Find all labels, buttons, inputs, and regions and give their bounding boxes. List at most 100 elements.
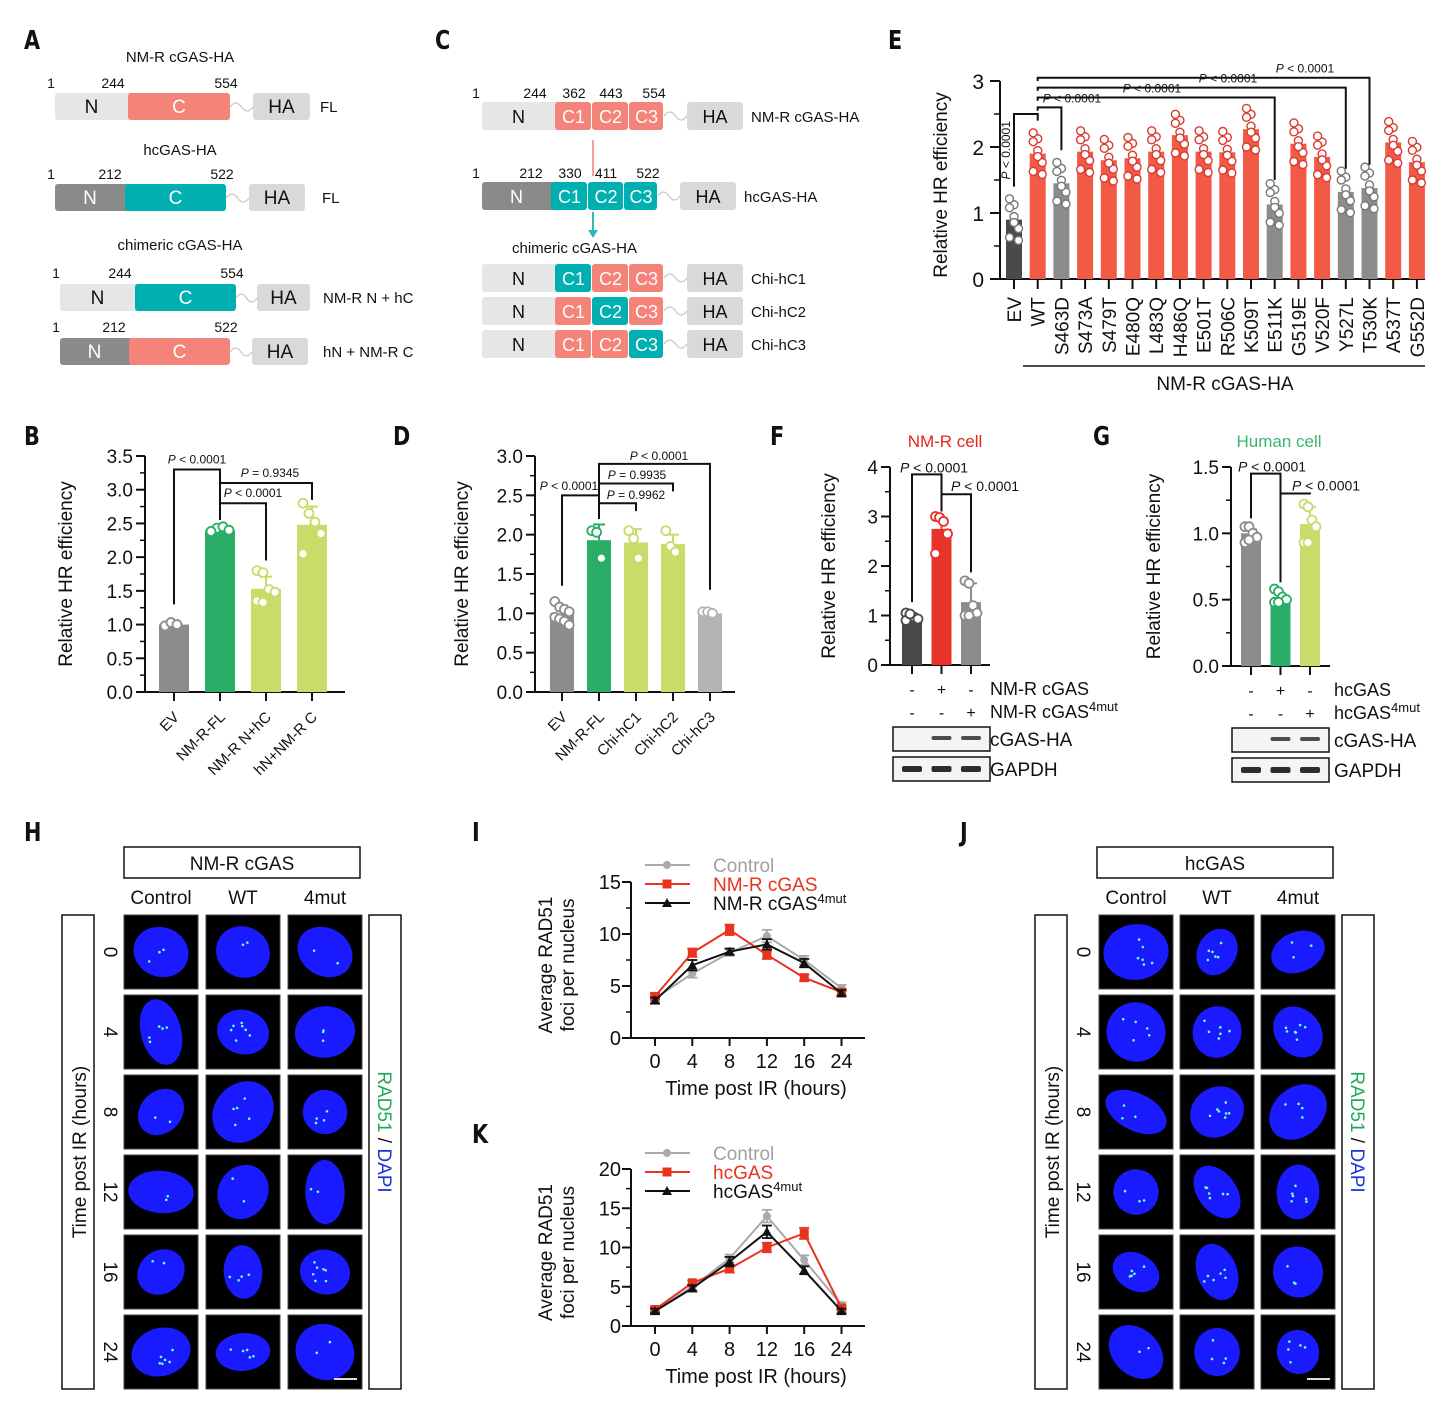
panel-label-k: K [472, 1120, 489, 1150]
nucleus [294, 1006, 356, 1058]
y-tick-label: 0 [610, 1316, 621, 1338]
data-point [1037, 169, 1047, 180]
y-axis-label: Relative HR efficiency [1144, 473, 1165, 659]
y-tick-label: 0.0 [1193, 657, 1219, 678]
legend-label: hcGAS [713, 1163, 773, 1184]
data-point [1407, 136, 1418, 147]
data-point [1392, 158, 1403, 168]
rad51-focus [1219, 941, 1223, 945]
data-point [1383, 155, 1394, 165]
p-value-label: P = 0.9345 [241, 466, 300, 480]
data-point [1108, 176, 1119, 186]
nucleus [1106, 1002, 1166, 1062]
rad51-focus [1210, 1357, 1214, 1361]
data-point [1146, 126, 1157, 136]
rad51-focus [1219, 1272, 1222, 1275]
data-point [1369, 204, 1379, 214]
column-header: 4mut [304, 888, 347, 909]
data-point [1127, 156, 1138, 166]
rad51-focus [315, 1351, 319, 1355]
data-point [1336, 166, 1347, 176]
data-point [1151, 149, 1161, 160]
rad51-focus [240, 1024, 244, 1028]
c-subdomain-box [592, 102, 628, 130]
rad51-focus [315, 1117, 319, 1120]
bar [931, 528, 952, 665]
construct-title: NM-R cGAS-HA [126, 49, 234, 66]
panel-g-bar-chart: 0.0 0.5 1.0 1.5 Relative HR efficiency Human … [1144, 432, 1420, 783]
data-point [171, 619, 183, 630]
rad51-focus [158, 1361, 162, 1365]
nucleus [139, 999, 183, 1065]
data-point [942, 528, 953, 540]
marker-triangle [662, 1186, 672, 1195]
marker-circle [762, 932, 771, 941]
rad51-focus [1227, 1111, 1231, 1115]
rad51-focus [1212, 1278, 1215, 1282]
data-point [1360, 201, 1370, 211]
rad51-focus [151, 1259, 154, 1263]
data-point [297, 497, 309, 509]
series-line [654, 928, 842, 998]
p-value-label: P < 0.0001 [999, 121, 1013, 180]
bar [1385, 142, 1402, 279]
rad51-focus [1290, 1192, 1294, 1195]
data-point [1289, 118, 1299, 128]
rad51-focus [1130, 1274, 1133, 1278]
n-domain-box [55, 184, 129, 211]
data-point [1132, 174, 1142, 184]
ha-label: HA [270, 288, 297, 309]
rad51-focus [248, 1356, 252, 1359]
bar [587, 540, 611, 692]
rad51-focus [1219, 1032, 1222, 1036]
row-axis-box [1034, 914, 1068, 1390]
data-point [1009, 217, 1019, 228]
condition-sign: - [1278, 706, 1283, 723]
p-value-label: P < 0.0001 [900, 459, 968, 475]
y-tick-label: 0.0 [497, 683, 523, 704]
data-point [930, 548, 941, 560]
marker-square [687, 1278, 697, 1288]
rad51-focus [1286, 1264, 1289, 1268]
x-tick-label: R506C [1218, 297, 1239, 356]
rad51-focus [229, 1028, 233, 1032]
nucleus [1112, 1251, 1160, 1293]
c-subdomain-label: C1 [562, 107, 585, 127]
y-tick-label: 3.5 [107, 447, 133, 468]
y-tick-label: 0 [867, 656, 878, 677]
nucleus [305, 1159, 345, 1225]
series-line [654, 1230, 843, 1312]
column-header: 4mut [1277, 888, 1320, 909]
bar [1195, 151, 1212, 279]
y-tick-label: 0 [972, 269, 984, 292]
marker-triangle [761, 1226, 772, 1236]
rad51-focus [1294, 1184, 1297, 1188]
data-point [1312, 140, 1323, 150]
data-point [257, 567, 269, 579]
series-line [654, 943, 843, 1002]
p-value-label: P = 0.9935 [608, 468, 667, 482]
y-tick-label: 1.5 [1193, 458, 1219, 479]
rad51-focus [325, 1110, 329, 1113]
ha-label: HA [702, 335, 727, 355]
rad51-focus [1289, 1360, 1292, 1364]
data-point [1360, 171, 1370, 181]
data-point [670, 546, 681, 558]
marker-circle [663, 1149, 671, 1157]
y-tick-label: 3.0 [107, 481, 133, 502]
data-point [223, 524, 235, 536]
marker-square [687, 948, 697, 958]
data-point [1250, 145, 1261, 155]
x-tick-label: E501T [1195, 297, 1216, 353]
y-tick-label: 15 [599, 1198, 621, 1220]
rad51-focus [309, 1187, 313, 1191]
data-point [1084, 167, 1095, 178]
condition-label: hcGAS [1334, 680, 1391, 700]
panel-label-e: E [888, 26, 903, 56]
nucleus [137, 1088, 185, 1136]
y-tick-label: 3.0 [497, 447, 523, 468]
condition-sign: + [1305, 706, 1314, 723]
